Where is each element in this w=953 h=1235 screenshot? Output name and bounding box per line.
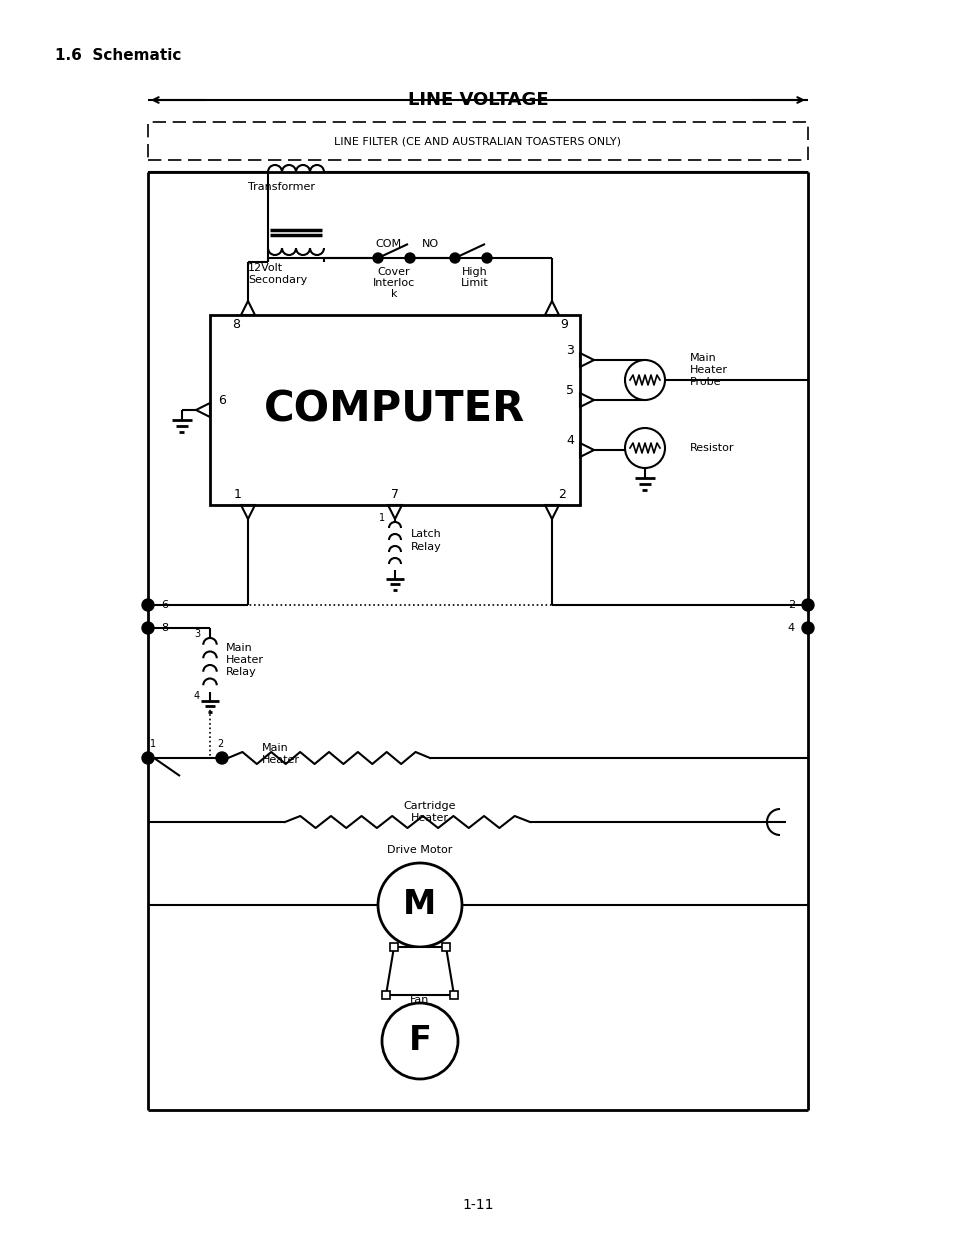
Text: Cover: Cover — [377, 267, 410, 277]
Polygon shape — [386, 947, 454, 995]
Circle shape — [142, 599, 153, 611]
Text: 12Volt: 12Volt — [248, 263, 283, 273]
Text: M: M — [403, 888, 436, 921]
Text: 1: 1 — [150, 739, 156, 748]
Text: Heater: Heater — [262, 755, 299, 764]
Text: Main: Main — [226, 643, 253, 653]
Text: 8: 8 — [161, 622, 168, 634]
Circle shape — [215, 752, 228, 764]
Text: 1-11: 1-11 — [462, 1198, 494, 1212]
Circle shape — [450, 253, 459, 263]
Text: Interloc: Interloc — [373, 278, 415, 288]
Text: Heater: Heater — [411, 813, 449, 823]
Text: Drive Motor: Drive Motor — [387, 845, 453, 855]
Text: 8: 8 — [232, 319, 240, 331]
Bar — [148, 122, 807, 161]
Text: k: k — [391, 289, 396, 299]
Text: Latch: Latch — [411, 529, 441, 538]
Text: 5: 5 — [565, 384, 574, 396]
Text: 2: 2 — [787, 600, 794, 610]
Text: Fan: Fan — [410, 995, 429, 1005]
Text: COMPUTER: COMPUTER — [264, 389, 525, 431]
Text: 6: 6 — [218, 394, 226, 406]
Text: High: High — [461, 267, 487, 277]
Text: 2: 2 — [558, 489, 565, 501]
Circle shape — [481, 253, 492, 263]
Text: 9: 9 — [559, 319, 567, 331]
Text: Heater: Heater — [226, 655, 264, 664]
Text: Cartridge: Cartridge — [403, 802, 456, 811]
Bar — [390, 944, 397, 951]
Text: LINE FILTER (CE AND AUSTRALIAN TOASTERS ONLY): LINE FILTER (CE AND AUSTRALIAN TOASTERS … — [335, 136, 620, 146]
Text: 1.6  Schematic: 1.6 Schematic — [55, 47, 181, 63]
Text: Resistor: Resistor — [689, 443, 734, 453]
Circle shape — [624, 429, 664, 468]
Circle shape — [377, 863, 461, 947]
Text: Limit: Limit — [460, 278, 488, 288]
Text: COM: COM — [375, 240, 400, 249]
Text: Transformer: Transformer — [248, 182, 314, 191]
Text: Main: Main — [689, 353, 716, 363]
Text: 3: 3 — [193, 629, 200, 638]
Text: 4: 4 — [787, 622, 794, 634]
Text: 7: 7 — [391, 489, 398, 501]
Text: 4: 4 — [193, 692, 200, 701]
Text: NO: NO — [421, 240, 438, 249]
Text: Relay: Relay — [411, 542, 441, 552]
Bar — [381, 990, 390, 999]
Circle shape — [624, 359, 664, 400]
Circle shape — [801, 599, 813, 611]
Circle shape — [801, 622, 813, 634]
Text: 3: 3 — [565, 343, 574, 357]
Circle shape — [373, 253, 382, 263]
Circle shape — [142, 752, 153, 764]
Text: Probe: Probe — [689, 377, 720, 387]
Text: Heater: Heater — [689, 366, 727, 375]
Text: Main: Main — [262, 743, 289, 753]
Text: LINE VOLTAGE: LINE VOLTAGE — [407, 91, 548, 109]
Text: F: F — [408, 1025, 431, 1057]
Bar — [450, 990, 457, 999]
Text: 2: 2 — [216, 739, 223, 748]
Text: 6: 6 — [161, 600, 168, 610]
Circle shape — [142, 622, 153, 634]
Bar — [441, 944, 450, 951]
Text: Secondary: Secondary — [248, 275, 307, 285]
Text: 1: 1 — [378, 513, 385, 522]
Text: 4: 4 — [565, 433, 574, 447]
Bar — [210, 315, 579, 505]
Circle shape — [381, 1003, 457, 1079]
Text: 1: 1 — [233, 489, 242, 501]
Circle shape — [405, 253, 415, 263]
Text: Relay: Relay — [226, 667, 256, 677]
